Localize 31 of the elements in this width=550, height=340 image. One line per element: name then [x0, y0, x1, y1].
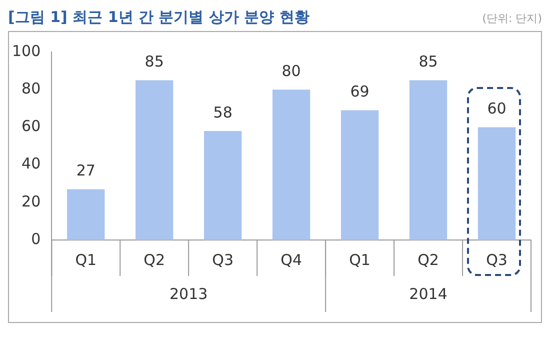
x-tick-label: Q4	[280, 250, 302, 269]
x-tick-label: Q2	[144, 250, 166, 269]
chart-title: [그림 1] 최근 1년 간 분기별 상가 분양 현황	[8, 8, 310, 27]
data-label: 80	[282, 62, 301, 80]
y-tick-label: 80	[22, 79, 41, 98]
data-label: 58	[213, 103, 232, 122]
data-label: 69	[350, 82, 370, 101]
y-tick-label: 60	[22, 117, 41, 136]
data-label: 60	[487, 100, 506, 118]
x-tick-label: Q1	[349, 250, 370, 269]
text: 2013	[170, 284, 208, 303]
bar	[272, 90, 310, 240]
y-tick-label: 40	[22, 154, 41, 173]
y-tick-label: 100	[12, 42, 41, 60]
data-label: 85	[418, 52, 438, 71]
x-tick-label: Q2	[418, 250, 439, 269]
bar	[67, 189, 105, 240]
data-label: 85	[144, 52, 164, 71]
data-label: 27	[76, 162, 96, 180]
bar	[478, 127, 516, 240]
x-tick-label: Q3	[486, 250, 508, 269]
bar	[136, 80, 174, 240]
bar	[409, 80, 448, 240]
x-tick-label: Q3	[212, 250, 234, 269]
y-tick-label: 20	[22, 192, 41, 210]
bar	[340, 110, 379, 240]
chart-subtitle: (단위: 단지)	[482, 11, 542, 26]
x-tick-label: Q1	[75, 250, 97, 269]
text: 2014	[409, 284, 448, 303]
y-tick-label: 0	[31, 230, 41, 248]
bar	[204, 130, 242, 240]
